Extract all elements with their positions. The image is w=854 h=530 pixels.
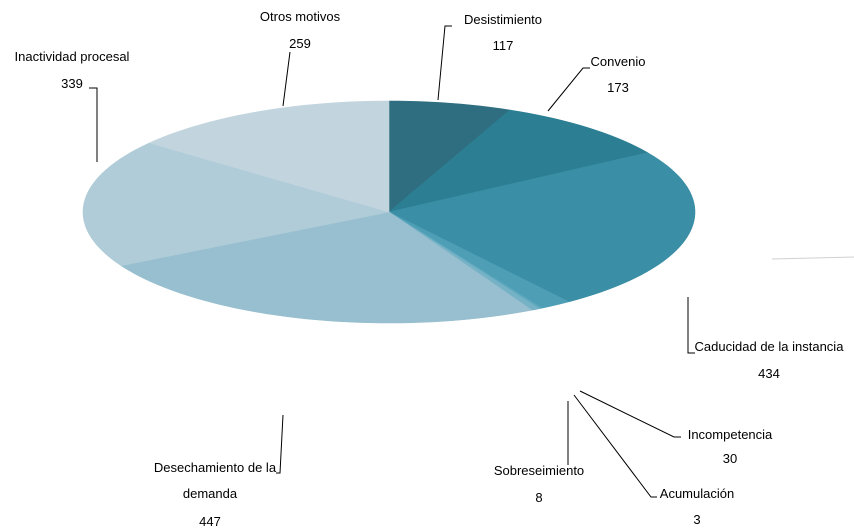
leader-line-convenio [547,67,590,112]
slice-label-inactividad-procesal: Inactividad procesal [15,49,130,64]
slice-label-acumulacion: Acumulación [660,486,734,501]
slice-label-desechamiento-de-la-demanda-1: Desechamiento de la [154,460,277,475]
leader-line-desistimiento [437,25,452,101]
leader-line-otros-motivos [282,51,291,107]
pie-labels: Desistimiento 117 Convenio 173 Caducidad de … [15,9,845,529]
slice-label-desistimiento: Desistimiento [464,12,542,27]
slice-value-desistimiento: 117 [493,38,514,53]
leader-line-acumulacion [573,394,657,498]
pie-leaders [89,25,695,498]
slice-label-caducidad-de-la-instancia: Caducidad de la instancia [695,339,845,354]
slice-value-inactividad-procesal: 339 [61,76,83,91]
slice-value-desechamiento-de-la-demanda: 447 [199,514,221,529]
pie-slice-inactividad-procesal [82,142,390,267]
slice-value-convenio: 173 [607,80,629,95]
slice-label-sobreseimiento: Sobreseimiento [494,463,584,478]
leader-line-caducidad-de-la-instancia [687,297,695,354]
slice-value-acumulacion: 3 [693,512,700,527]
slice-label-desechamiento-de-la-demanda-2: demanda [183,486,238,501]
leader-line-desechamiento-de-la-demanda [276,414,284,474]
leader-line-incompetencia [579,390,681,438]
pie-slice-desechamiento-de-la-demanda [120,211,533,324]
slice-label-otros-motivos: Otros motivos [260,9,341,24]
slice-value-otros-motivos: 259 [289,36,311,51]
slice-label-incompetencia: Incompetencia [688,427,773,442]
leader-line-inactividad-procesal [89,87,98,162]
slice-value-caducidad-de-la-instancia: 434 [758,366,780,381]
slice-value-incompetencia: 30 [723,451,737,466]
pie-slice-otros-motivos [148,100,390,213]
slice-value-sobreseimiento: 8 [535,490,542,505]
pie-slice-caducidad-de-la-instancia [388,152,696,303]
slice-label-convenio: Convenio [591,54,646,69]
pie-slice-convenio [388,109,649,213]
pie-top [82,100,696,324]
stray-line [771,256,854,260]
pie-slice-desistimiento [388,100,511,213]
